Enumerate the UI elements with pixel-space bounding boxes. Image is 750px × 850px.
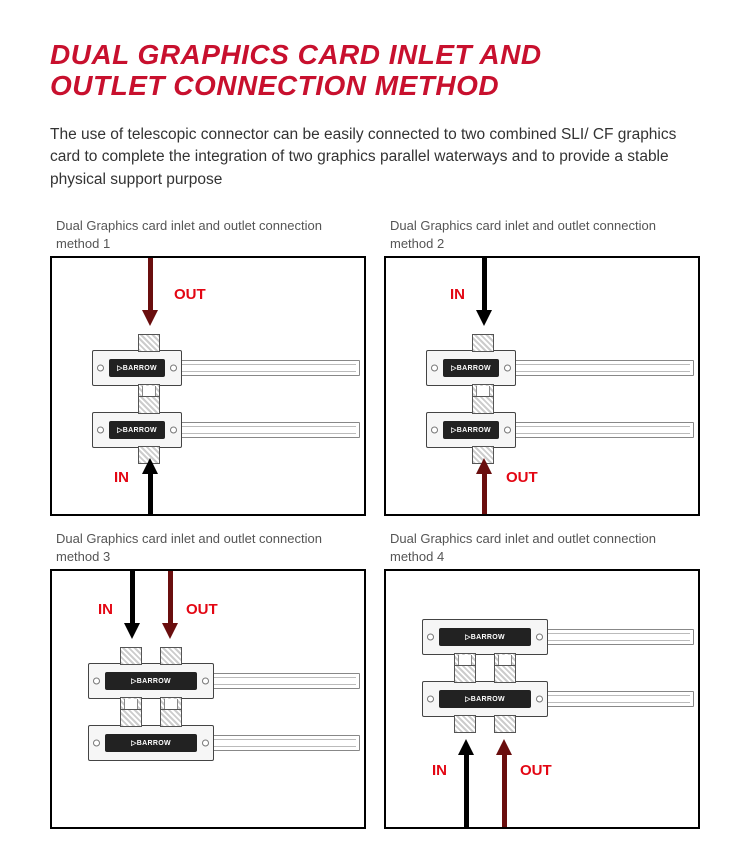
panel-caption: Dual Graphics card inlet and outlet conn… — [50, 530, 366, 565]
arrow-stem-in — [482, 258, 487, 310]
gpu-card-top: ▷BARROW — [52, 663, 364, 699]
panel-1: Dual Graphics card inlet and outlet conn… — [50, 217, 366, 516]
label-in: IN — [432, 762, 447, 779]
waterblock-logo: ▷BARROW — [105, 672, 197, 690]
label-out: OUT — [506, 469, 538, 486]
diagram-box: IN OUT ▷BARROW ▷BARR — [50, 569, 366, 829]
panel-2: Dual Graphics card inlet and outlet conn… — [384, 217, 700, 516]
arrow-head-in — [124, 623, 140, 639]
label-in: IN — [450, 286, 465, 303]
waterblock-logo: ▷BARROW — [439, 690, 531, 708]
diagram-box: IN ▷BARROW ▷BARROW — [384, 256, 700, 516]
waterblock-logo: ▷BARROW — [443, 359, 499, 377]
title-line-1: DUAL GRAPHICS CARD INLET AND — [50, 39, 542, 70]
arrow-stem-in — [148, 474, 153, 514]
arrow-stem-out — [148, 258, 153, 310]
label-in: IN — [98, 601, 113, 618]
waterblock-logo: ▷BARROW — [105, 734, 197, 752]
label-out: OUT — [520, 762, 552, 779]
arrow-head-in — [458, 739, 474, 755]
label-in: IN — [114, 469, 129, 486]
waterblock-logo: ▷BARROW — [109, 359, 165, 377]
method-grid: Dual Graphics card inlet and outlet conn… — [50, 217, 700, 829]
arrow-head-out — [142, 310, 158, 326]
gpu-card-top: ▷BARROW — [386, 350, 698, 386]
label-out: OUT — [174, 286, 206, 303]
waterblock-logo: ▷BARROW — [109, 421, 165, 439]
diagram-box: OUT ▷BARROW ▷BARROW — [50, 256, 366, 516]
panel-caption: Dual Graphics card inlet and outlet conn… — [384, 217, 700, 252]
gpu-card-bottom: ▷BARROW — [52, 725, 364, 761]
panel-3: Dual Graphics card inlet and outlet conn… — [50, 530, 366, 829]
title-line-2: OUTLET CONNECTION METHOD — [50, 70, 499, 101]
gpu-card-bottom: ▷BARROW — [386, 681, 698, 717]
gpu-card-bottom: ▷BARROW — [52, 412, 364, 448]
arrow-head-out — [476, 458, 492, 474]
arrow-stem-out — [482, 474, 487, 514]
arrow-head-in — [142, 458, 158, 474]
diagram-box: ▷BARROW ▷BARROW IN — [384, 569, 700, 829]
panel-caption: Dual Graphics card inlet and outlet conn… — [384, 530, 700, 565]
arrow-stem-out — [168, 571, 173, 623]
gpu-card-top: ▷BARROW — [52, 350, 364, 386]
page-description: The use of telescopic connector can be e… — [50, 124, 700, 191]
arrow-stem-in — [130, 571, 135, 623]
label-out: OUT — [186, 601, 218, 618]
waterblock-logo: ▷BARROW — [443, 421, 499, 439]
gpu-card-bottom: ▷BARROW — [386, 412, 698, 448]
waterblock-logo: ▷BARROW — [439, 628, 531, 646]
arrow-head-in — [476, 310, 492, 326]
page-title: DUAL GRAPHICS CARD INLET AND OUTLET CONN… — [50, 40, 700, 102]
panel-caption: Dual Graphics card inlet and outlet conn… — [50, 217, 366, 252]
arrow-head-out — [496, 739, 512, 755]
arrow-head-out — [162, 623, 178, 639]
gpu-card-top: ▷BARROW — [386, 619, 698, 655]
panel-4: Dual Graphics card inlet and outlet conn… — [384, 530, 700, 829]
arrow-stem-in — [464, 755, 469, 827]
arrow-stem-out — [502, 755, 507, 827]
